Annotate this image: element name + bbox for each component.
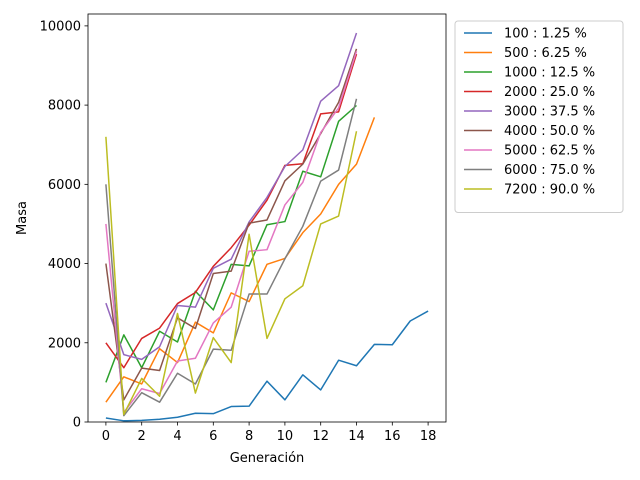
- series-line-5: [105, 48, 358, 401]
- x-tick-label: 18: [420, 429, 437, 444]
- legend-label: 4000 : 50.0 %: [504, 124, 595, 139]
- x-tick-label: 2: [138, 429, 146, 444]
- legend-label: 5000 : 62.5 %: [504, 144, 595, 159]
- x-tick-label: 14: [348, 429, 365, 444]
- legend-label: 100 : 1.25 %: [504, 27, 587, 42]
- legend-label: 7200 : 90.0 %: [504, 183, 595, 198]
- legend-label: 500 : 6.25 %: [504, 46, 587, 61]
- y-tick-label: 8000: [48, 99, 81, 114]
- series-line-3: [105, 53, 358, 369]
- series-lines: [105, 32, 429, 422]
- y-tick-label: 2000: [48, 336, 81, 351]
- series-line-4: [105, 32, 358, 361]
- x-tick-label: 8: [245, 429, 253, 444]
- plot-frame: [87, 13, 447, 423]
- x-axis: 0 2 4 6 8 10 12 14 16 18: [102, 422, 437, 444]
- legend: 100 : 1.25 % 500 : 6.25 % 1000 : 12.5 % 200…: [454, 20, 624, 213]
- legend-label: 1000 : 12.5 %: [504, 66, 595, 81]
- legend-box: [454, 20, 624, 213]
- x-tick-label: 12: [312, 429, 329, 444]
- series-line-7: [105, 98, 358, 417]
- x-tick-label: 0: [102, 429, 110, 444]
- series-line-8: [105, 131, 358, 416]
- y-tick-label: 4000: [48, 257, 81, 272]
- x-tick-label: 16: [384, 429, 401, 444]
- legend-label: 2000 : 25.0 %: [504, 85, 595, 100]
- series-line-0: [105, 310, 429, 422]
- y-tick-label: 6000: [48, 178, 81, 193]
- y-tick-label: 10000: [40, 19, 81, 34]
- legend-label: 3000 : 37.5 %: [504, 105, 595, 120]
- series-line-6: [105, 51, 358, 414]
- y-tick-label: 0: [73, 416, 81, 431]
- x-tick-label: 10: [277, 429, 294, 444]
- x-tick-label: 4: [173, 429, 181, 444]
- x-tick-label: 6: [209, 429, 217, 444]
- y-axis: 0 2000 4000 6000 8000 10000: [40, 19, 88, 431]
- x-axis-label: Generación: [230, 451, 305, 466]
- series-line-2: [105, 104, 357, 383]
- legend-label: 6000 : 75.0 %: [504, 163, 595, 178]
- y-axis-label: Masa: [15, 201, 30, 235]
